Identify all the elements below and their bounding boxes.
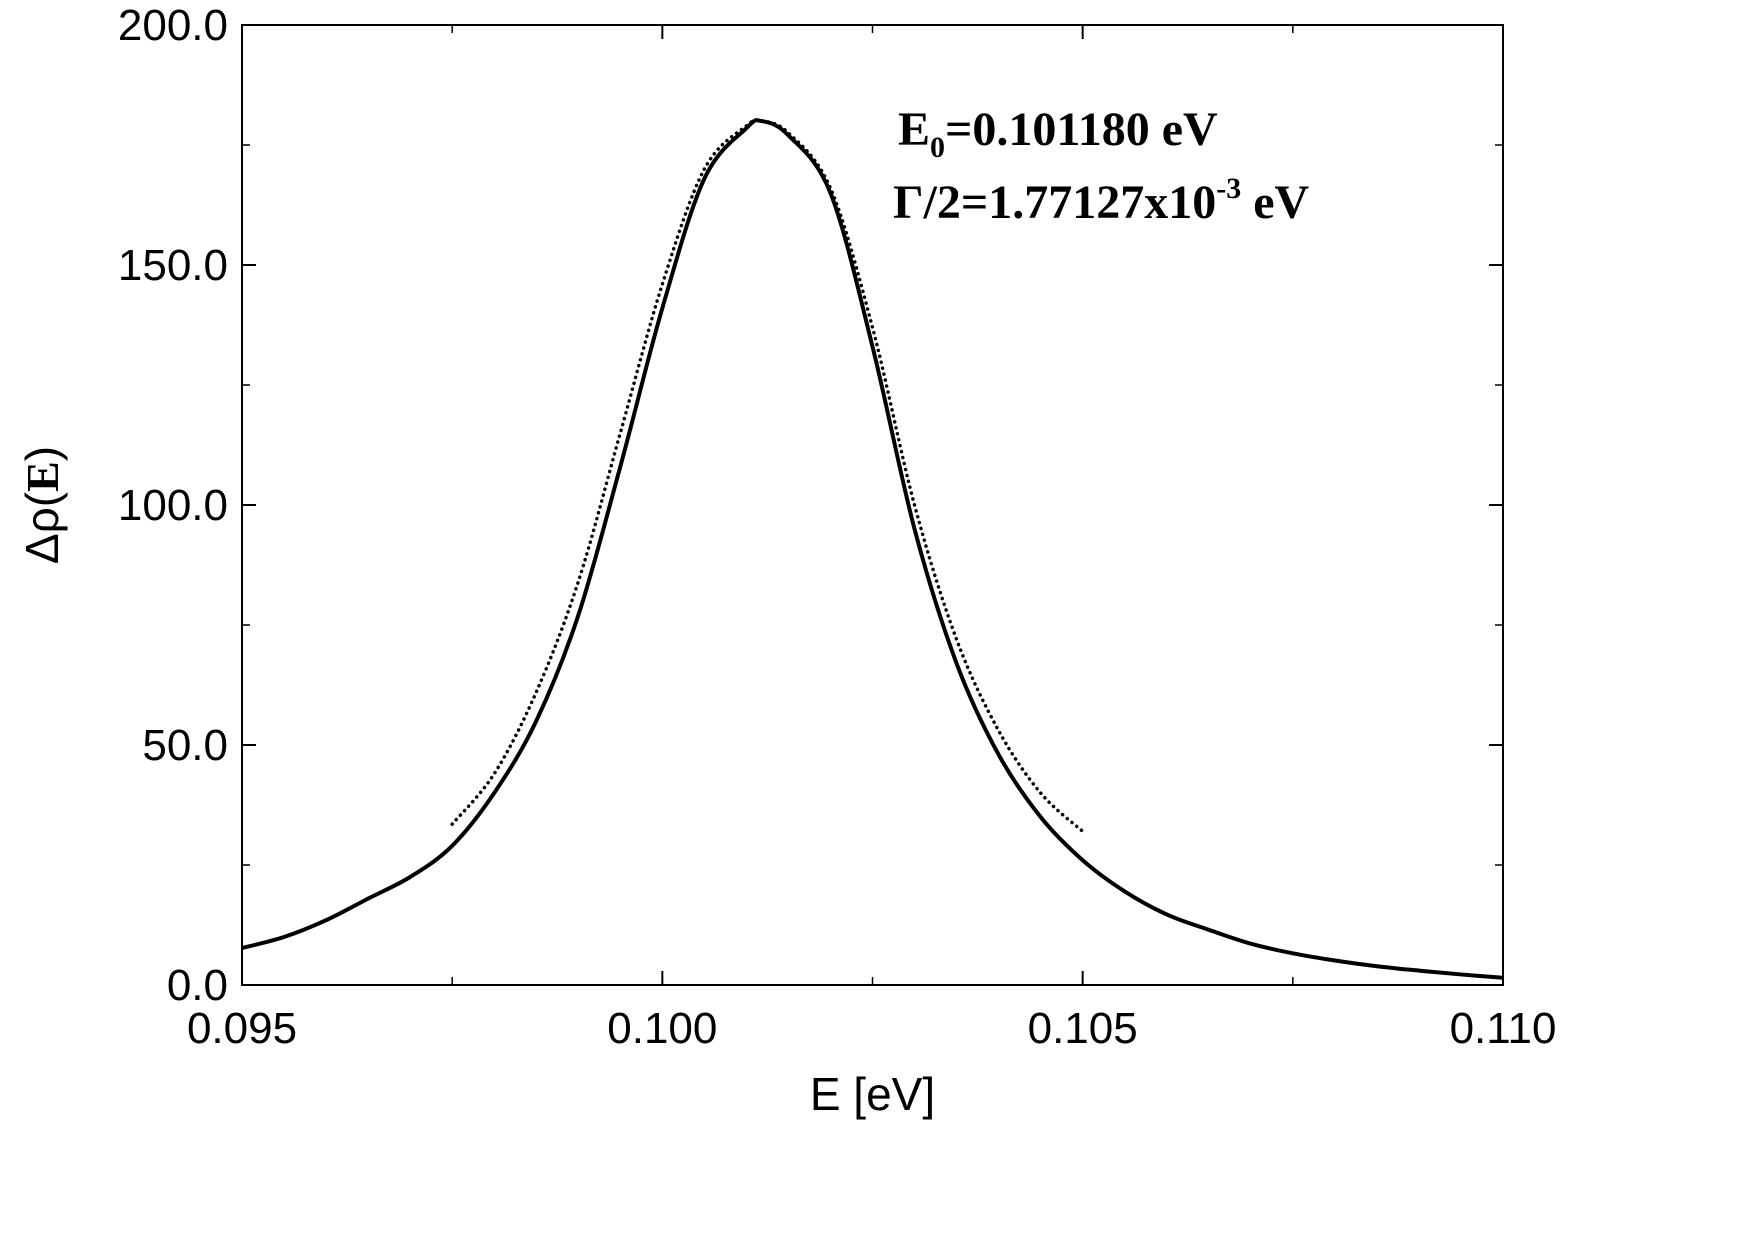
y-axis-title: Δρ(E) xyxy=(16,446,68,564)
y-axis-title-close: ) xyxy=(16,446,68,461)
y-axis-title-main: Δρ( xyxy=(16,491,68,564)
y-tick-label: 200.0 xyxy=(118,1,228,50)
y-tick-label: 0.0 xyxy=(167,961,228,1010)
plot-frame xyxy=(241,24,1504,986)
annotation-energy-symbol: E xyxy=(898,103,930,156)
y-tick-label: 150.0 xyxy=(118,241,228,290)
y-tick-label: 50.0 xyxy=(142,721,228,770)
y-tick-label: 100.0 xyxy=(118,481,228,530)
series-layer xyxy=(241,118,1504,980)
x-tick-label: 0.095 xyxy=(187,1004,297,1053)
dotted-fit-curve xyxy=(450,118,1085,834)
annotation-width-unit: eV xyxy=(1241,176,1309,229)
x-tick-labels: 0.095 0.100 0.105 0.110 xyxy=(187,1004,1556,1053)
x-tick-label: 0.100 xyxy=(607,1004,717,1053)
annotation-width-exponent: -3 xyxy=(1216,172,1241,205)
annotation-half-width: Γ/2=1.77127x10-3 eV xyxy=(893,172,1310,229)
y-axis-title-bold: E xyxy=(17,461,68,492)
annotation-energy-value: =0.101180 eV xyxy=(945,103,1218,156)
solid-curve xyxy=(241,118,1504,980)
y-tick-labels: 0.0 50.0 100.0 150.0 200.0 xyxy=(118,1,228,1010)
annotation-resonance-energy: E0=0.101180 eV xyxy=(898,103,1218,164)
annotation-energy-subscript: 0 xyxy=(930,131,945,164)
x-tick-label: 0.110 xyxy=(1450,1004,1557,1053)
annotation-width-value: Γ/2=1.77127x10 xyxy=(893,176,1216,229)
x-tick-label: 0.105 xyxy=(1028,1004,1138,1053)
x-axis-title: E [eV] xyxy=(810,1068,935,1120)
